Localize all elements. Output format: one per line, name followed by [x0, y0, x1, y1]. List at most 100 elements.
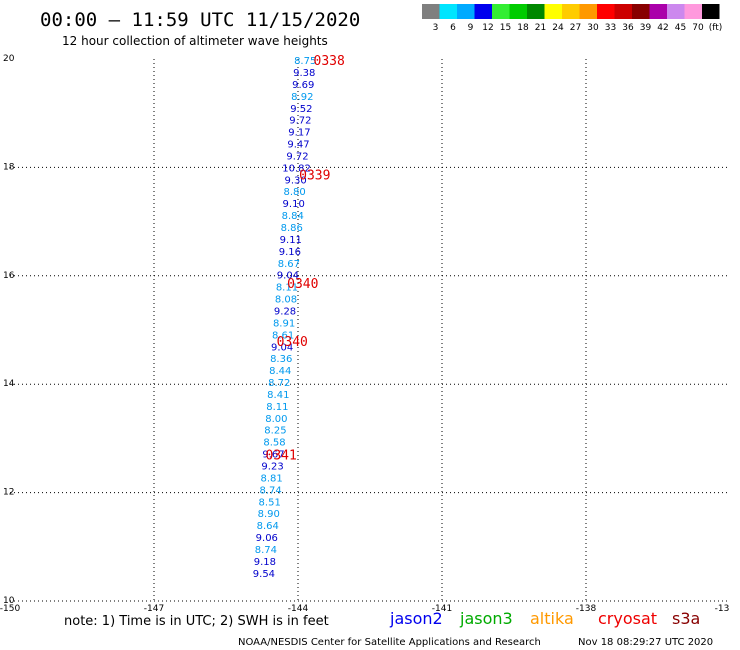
y-tick-label: 18 — [3, 162, 15, 172]
wave-height-value: 8.92 — [291, 92, 313, 103]
time-label: 0338 — [314, 54, 345, 69]
wave-height-value: 9.47 — [287, 140, 309, 151]
footer-note: note: 1) Time is in UTC; 2) SWH is in fe… — [64, 614, 329, 629]
wave-height-value: 8.80 — [284, 187, 306, 198]
color-scale-swatch — [527, 4, 545, 19]
color-scale-swatch — [667, 4, 685, 19]
time-label: 0341 — [266, 449, 297, 464]
color-scale-swatch — [649, 4, 667, 19]
color-scale-label: 24 — [552, 23, 564, 33]
y-tick-label: 14 — [3, 379, 15, 389]
wave-height-value: 8.51 — [259, 497, 281, 508]
color-scale-label: 30 — [587, 23, 599, 33]
wave-height-value: 8.64 — [257, 521, 279, 532]
y-tick-labels: 10 12 14 16 18 20 — [3, 54, 15, 606]
wave-height-points: 8.759.389.698.929.529.729.179.479.7210.8… — [253, 56, 317, 580]
satellite-jason2: jason2 — [389, 609, 443, 628]
wave-height-value: 8.72 — [268, 378, 290, 389]
time-label: 0340 — [287, 277, 318, 292]
y-tick-label: 10 — [3, 596, 15, 606]
wave-height-value: 9.54 — [253, 569, 275, 580]
color-scale-swatch — [614, 4, 632, 19]
chart-title: 00:00 – 11:59 UTC 11/15/2020 — [40, 9, 360, 31]
wave-height-value: 8.91 — [273, 318, 295, 329]
y-tick-label: 12 — [3, 488, 14, 498]
time-labels: 0338 0339 0340 0340 0341 — [266, 54, 345, 464]
satellite-cryosat: cryosat — [598, 609, 657, 628]
color-scale-label: 45 — [675, 23, 686, 33]
wave-height-value: 8.36 — [270, 354, 292, 365]
time-label: 0339 — [299, 168, 330, 183]
color-scale-label: 33 — [605, 23, 616, 33]
wave-height-value: 9.17 — [288, 128, 310, 139]
footer-credit: NOAA/NESDIS Center for Satellite Applica… — [238, 637, 541, 648]
color-scale-label: 21 — [535, 23, 546, 33]
y-tick-label: 16 — [3, 271, 15, 281]
color-scale-label: 12 — [482, 23, 493, 33]
color-scale-label: 3 — [433, 23, 439, 33]
color-scale-swatch — [579, 4, 597, 19]
wave-height-value: 8.58 — [263, 438, 285, 449]
color-scale-label: 39 — [640, 23, 652, 33]
wave-height-value: 9.11 — [280, 235, 302, 246]
wave-height-value: 9.28 — [274, 306, 296, 317]
wave-height-value: 8.25 — [264, 426, 286, 437]
color-scale-label: 27 — [570, 23, 581, 33]
wave-height-value: 8.84 — [282, 211, 304, 222]
color-scale-label: 42 — [657, 23, 668, 33]
satellite-legend: jason2 jason3 altika cryosat s3a — [389, 609, 700, 628]
color-scale-label: 36 — [622, 23, 634, 33]
x-tick-label: -144 — [288, 604, 309, 614]
x-tick-label: -147 — [144, 604, 164, 614]
color-scale-swatch — [544, 4, 562, 19]
wave-height-value: 8.08 — [275, 295, 297, 306]
color-scale-swatch — [439, 4, 457, 19]
wave-height-value: 9.06 — [256, 533, 278, 544]
chart-subtitle: 12 hour collection of altimeter wave hei… — [62, 34, 328, 48]
color-scale-swatch — [632, 4, 650, 19]
x-tick-label: -141 — [432, 604, 452, 614]
x-tick-label: -138 — [576, 604, 597, 614]
wave-height-value: 8.00 — [265, 414, 287, 425]
color-scale-swatch — [684, 4, 702, 19]
satellite-jason3: jason3 — [459, 609, 513, 628]
color-scale-label: 6 — [450, 23, 456, 33]
wave-height-value: 9.69 — [292, 80, 314, 91]
wave-height-value: 8.11 — [276, 283, 298, 294]
satellite-altika: altika — [530, 609, 574, 628]
color-scale-label: 18 — [517, 23, 529, 33]
grid-lines — [10, 59, 730, 602]
color-scale-label: 9 — [468, 23, 474, 33]
wave-height-value: 10.82 — [282, 163, 311, 174]
wave-height-value: 8.86 — [281, 223, 303, 234]
wave-height-value: 8.74 — [260, 485, 282, 496]
color-scale-swatch — [457, 4, 475, 19]
wave-height-value: 9.52 — [290, 104, 312, 115]
wave-height-value: 9.04 — [271, 342, 293, 353]
wave-height-value: 8.41 — [267, 390, 289, 401]
color-scale-swatch — [422, 4, 440, 19]
wave-height-value: 9.38 — [293, 68, 315, 79]
wave-height-value: 8.11 — [266, 402, 288, 413]
wave-height-value: 8.75 — [294, 56, 316, 67]
wave-height-value: 9.10 — [283, 199, 305, 210]
y-tick-label: 20 — [3, 54, 15, 64]
color-scale-swatch — [492, 4, 510, 19]
wave-height-value: 9.18 — [254, 557, 276, 568]
x-tick-label: -13 — [715, 604, 730, 614]
wave-height-value: 9.67 — [262, 450, 284, 461]
wave-height-value: 8.90 — [258, 509, 280, 520]
color-scale-swatch — [597, 4, 615, 19]
wave-height-value: 8.61 — [272, 330, 294, 341]
wave-height-value: 9.72 — [289, 116, 311, 127]
wave-height-value: 8.44 — [269, 366, 291, 377]
color-scale-swatch — [509, 4, 527, 19]
color-scale-legend: 3 6 9 12 15 18 21 24 27 30 33 36 39 42 45 70 (ft) — [422, 4, 722, 33]
color-scale-swatch — [562, 4, 580, 19]
x-tick-labels: -150 -147 -144 -141 -138 -13 — [0, 604, 729, 614]
wave-height-value: 8.74 — [255, 545, 277, 556]
wave-height-value: 9.04 — [277, 271, 299, 282]
color-scale-label: 15 — [500, 23, 511, 33]
color-scale-label: (ft) — [709, 23, 723, 33]
